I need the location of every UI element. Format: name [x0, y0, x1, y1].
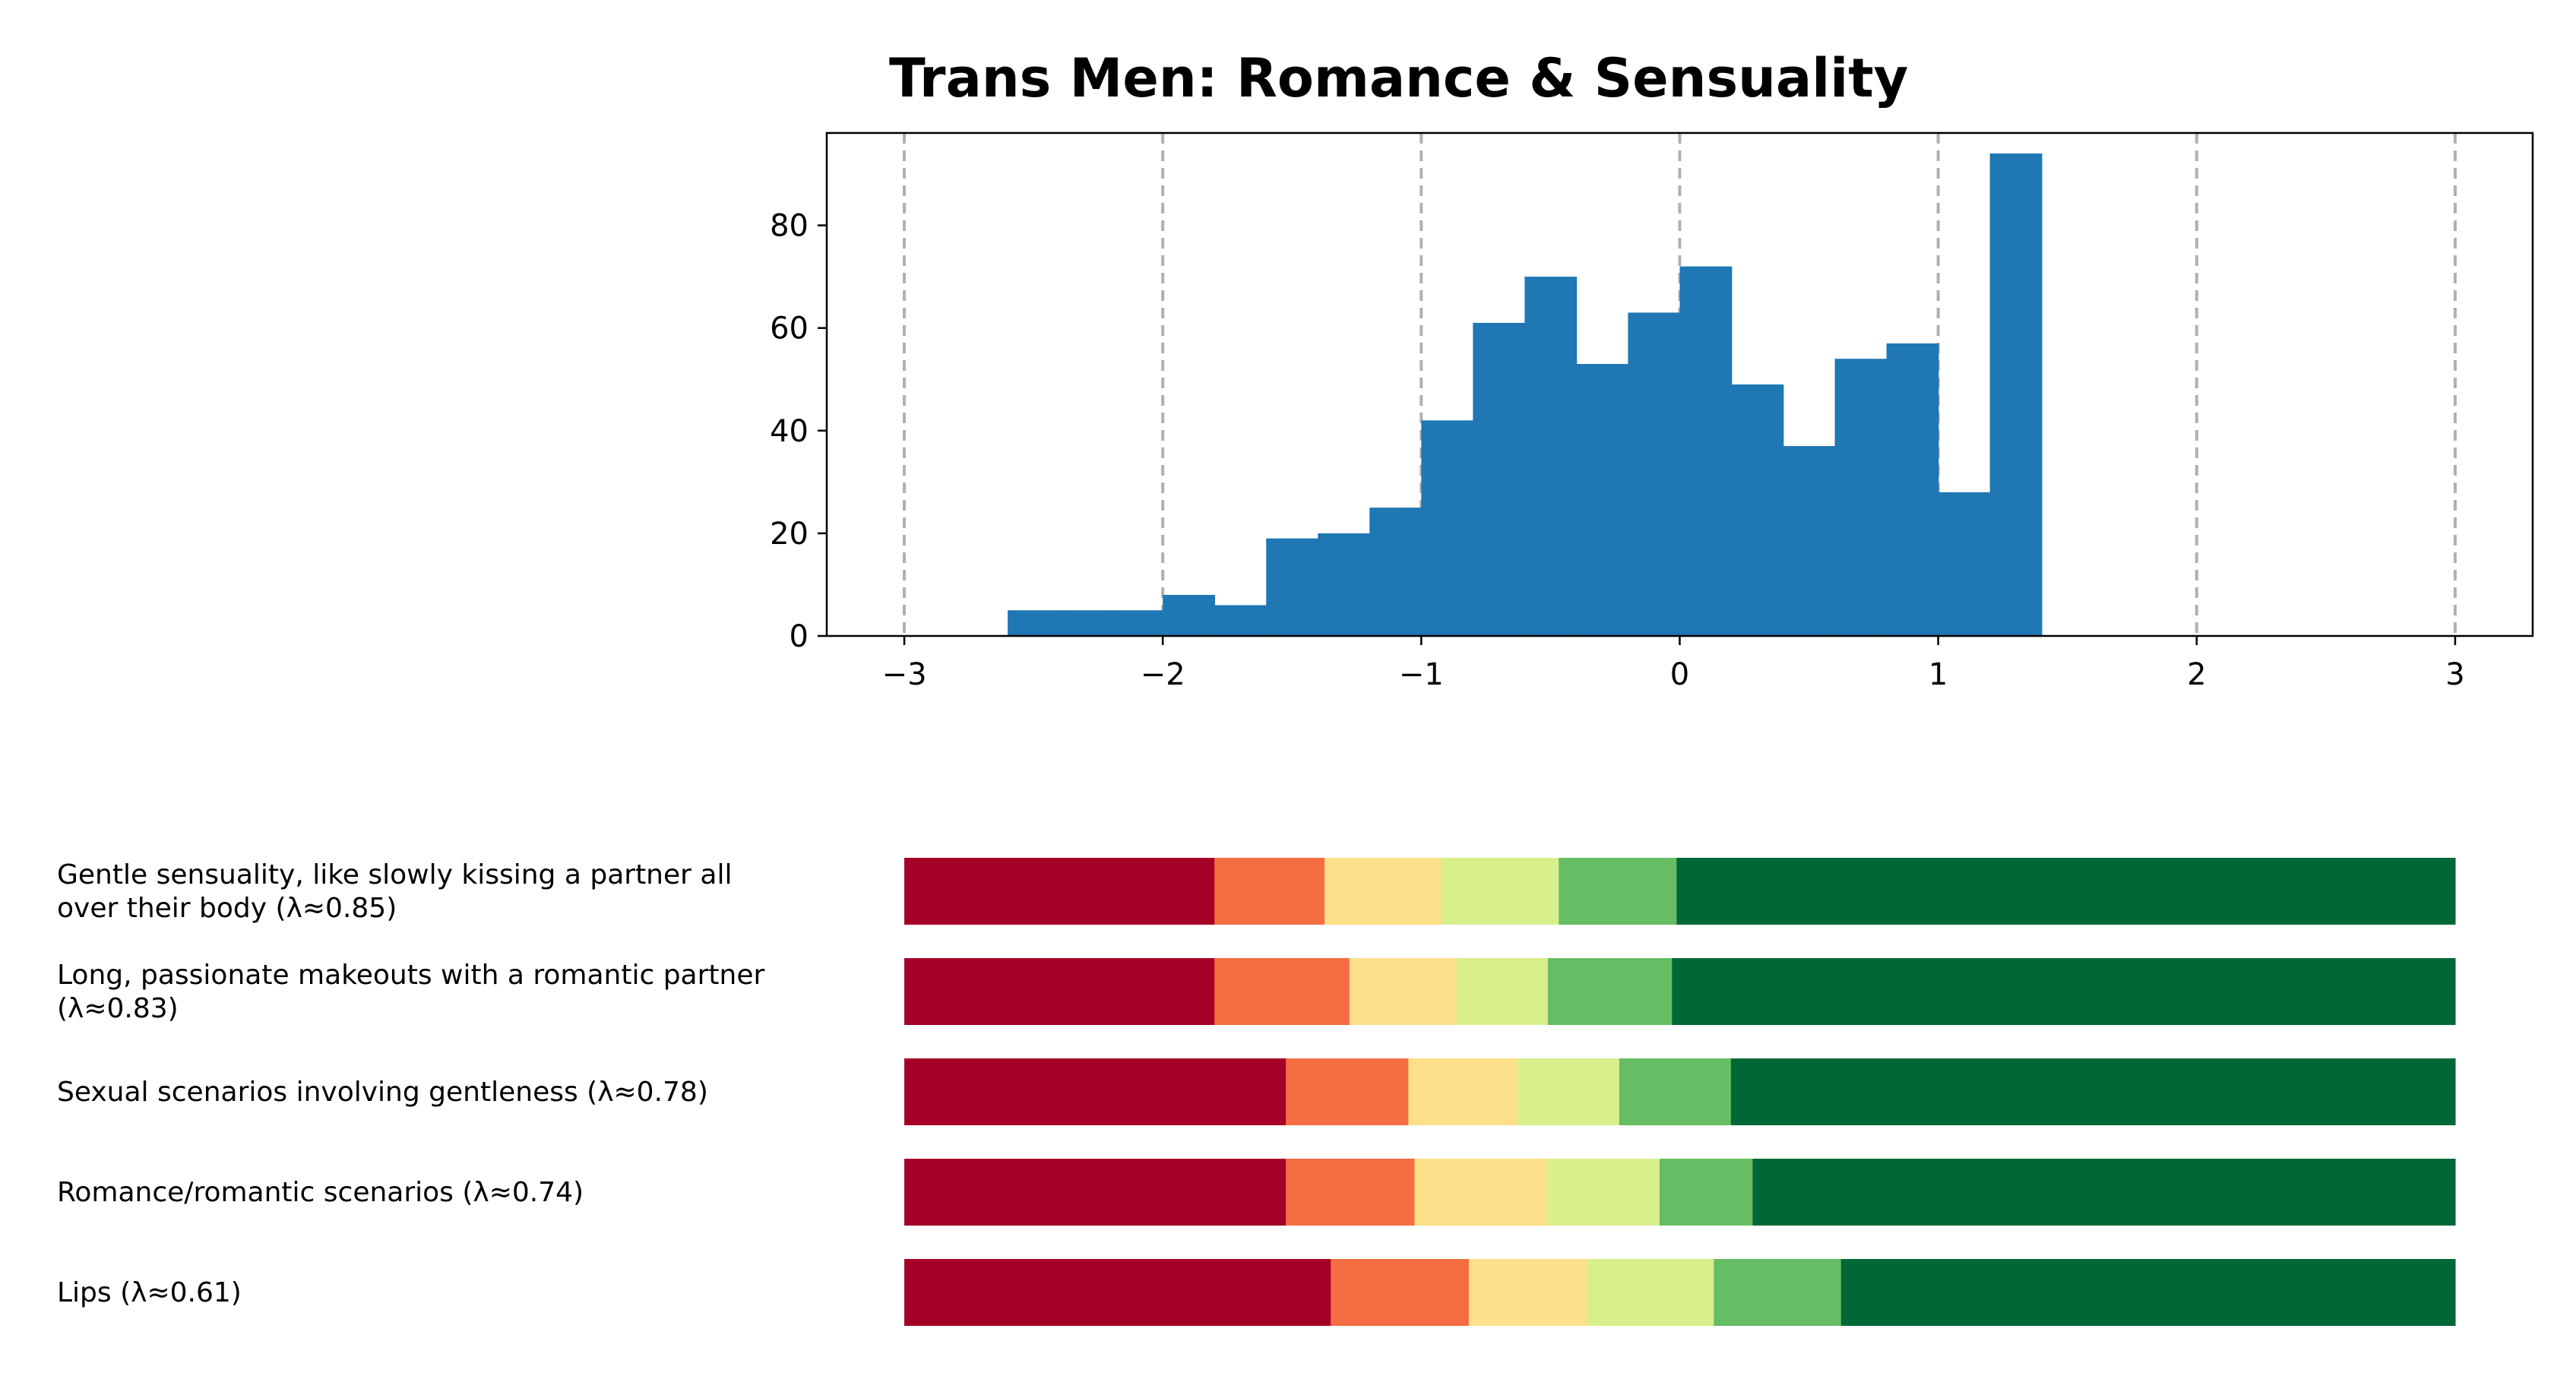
y-tick-label: 60 — [770, 312, 809, 346]
histogram-bar — [1111, 610, 1163, 636]
y-tick-label: 80 — [770, 209, 809, 244]
x-tick-label: 3 — [2445, 657, 2464, 692]
histogram-bar — [1214, 605, 1267, 636]
stacked-bar-segment — [1619, 1058, 1732, 1125]
stacked-bar-segment — [1517, 1058, 1620, 1125]
histogram-bar — [1989, 153, 2043, 637]
stacked-bar-segment — [904, 958, 1215, 1025]
item-label: Long, passionate makeouts with a romanti… — [57, 960, 764, 991]
stacked-bar-segment — [1286, 1159, 1416, 1226]
stacked-bar-labels: Gentle sensuality, like slowly kissing a… — [57, 859, 764, 1308]
stacked-bar-segment — [1441, 858, 1559, 925]
stacked-bar-segment — [1548, 958, 1673, 1025]
item-label: Romance/romantic scenarios (λ≈0.74) — [57, 1177, 584, 1208]
stacked-bar-segment — [1714, 1259, 1842, 1326]
stacked-bar-segment — [904, 858, 1215, 925]
histogram-bar — [1163, 594, 1216, 636]
chart-title: Trans Men: Romance & Sensuality — [889, 47, 1908, 109]
x-tick-label: 0 — [1670, 657, 1689, 692]
histogram-bar — [1059, 610, 1112, 636]
y-tick-label: 20 — [770, 517, 809, 552]
item-label: over their body (λ≈0.85) — [57, 893, 397, 924]
histogram-bars — [1008, 153, 2043, 637]
x-tick-label: −3 — [882, 657, 927, 692]
stacked-bar-segment — [1324, 858, 1441, 925]
x-tick-label: 1 — [1929, 657, 1948, 692]
stacked-bar-segment — [904, 1058, 1286, 1125]
y-tick-label: 0 — [790, 619, 809, 654]
x-tick-label: 2 — [2187, 657, 2206, 692]
stacked-bar-segment — [1672, 958, 2456, 1025]
stacked-bar-segment — [1468, 1259, 1587, 1326]
item-label: Gentle sensuality, like slowly kissing a… — [57, 859, 732, 890]
stacked-bar-segment — [1840, 1259, 2456, 1326]
histogram-bar — [1886, 343, 1939, 636]
stacked-bar-segment — [1730, 1058, 2456, 1125]
stacked-bar-segment — [1659, 1159, 1754, 1226]
x-tick-label: −2 — [1141, 657, 1185, 692]
stacked-bar-segment — [1559, 858, 1678, 925]
y-tick-label: 40 — [770, 414, 809, 449]
stacked-bars — [904, 858, 2456, 1326]
histogram-bar — [1628, 312, 1681, 636]
stacked-bar-segment — [1752, 1159, 2456, 1226]
histogram-bar — [1421, 420, 1474, 636]
item-label: (λ≈0.83) — [57, 993, 179, 1024]
stacked-bar-segment — [904, 1259, 1331, 1326]
stacked-bar-segment — [1408, 1058, 1517, 1125]
histogram-bar — [1938, 492, 1991, 636]
histogram-bar — [1524, 277, 1578, 636]
stacked-bar-segment — [1414, 1159, 1549, 1226]
histogram-bar — [1008, 610, 1060, 636]
histogram-x-axis: −3 −2 −1 0 1 2 3 — [882, 636, 2465, 692]
stacked-bar-segment — [1676, 858, 2456, 925]
stacked-bar-segment — [1331, 1259, 1470, 1326]
stacked-bar-segment — [1214, 858, 1325, 925]
histogram-bar — [1473, 322, 1526, 636]
histogram-bar — [1834, 359, 1888, 636]
histogram-bar — [1731, 384, 1784, 636]
stacked-bar-segment — [1286, 1058, 1409, 1125]
stacked-bar-segment — [1548, 1159, 1660, 1226]
item-label: Sexual scenarios involving gentleness (λ… — [57, 1077, 708, 1108]
stacked-bar-segment — [1456, 958, 1549, 1025]
histogram-bar — [1318, 533, 1371, 636]
histogram-bar — [1679, 266, 1733, 636]
stacked-bar-segment — [1214, 958, 1350, 1025]
histogram-bar — [1576, 363, 1629, 636]
x-tick-label: −1 — [1399, 657, 1444, 692]
histogram-bar — [1783, 446, 1836, 636]
stacked-bar-segment — [904, 1159, 1286, 1226]
stacked-bar-segment — [1587, 1259, 1714, 1326]
item-label: Lips (λ≈0.61) — [57, 1277, 242, 1308]
histogram-bar — [1369, 508, 1422, 636]
stacked-bar-segment — [1349, 958, 1457, 1025]
histogram-bar — [1266, 538, 1319, 636]
histogram-y-axis: 0 20 40 60 80 — [770, 209, 827, 654]
